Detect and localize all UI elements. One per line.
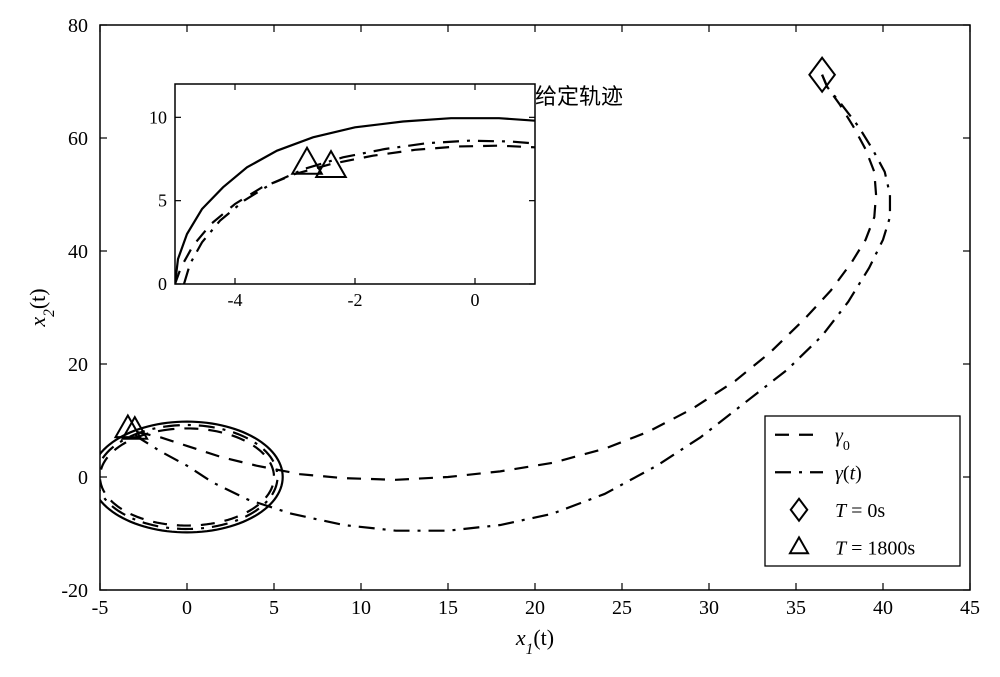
legend-label: T = 0s <box>835 500 885 522</box>
chart-root: -5051015202530354045-20020406080x1(t)x2(… <box>0 0 1000 672</box>
y-axis-label: x2(t) <box>25 288 58 327</box>
x-axis-label: x1(t) <box>515 625 554 658</box>
inset-ytick: 5 <box>158 191 167 211</box>
x-tick-label: 0 <box>182 597 192 619</box>
inset-xtick: 0 <box>471 290 480 310</box>
x-tick-label: 45 <box>960 597 980 619</box>
inset-xtick: -2 <box>348 290 363 310</box>
inset-ytick: 0 <box>158 274 167 294</box>
x-tick-label: 10 <box>351 597 371 619</box>
x-tick-label: 35 <box>786 597 806 619</box>
x-tick-label: 25 <box>612 597 632 619</box>
y-tick-label: 40 <box>68 241 88 263</box>
y-tick-label: 60 <box>68 128 88 150</box>
y-tick-label: 20 <box>68 354 88 376</box>
chart-svg: -5051015202530354045-20020406080x1(t)x2(… <box>0 0 1000 672</box>
x-tick-label: 20 <box>525 597 545 619</box>
y-tick-label: -20 <box>61 580 88 602</box>
inset-ytick: 10 <box>149 107 167 127</box>
x-tick-label: -5 <box>92 597 109 619</box>
x-tick-label: 15 <box>438 597 458 619</box>
y-tick-label: 0 <box>78 467 88 489</box>
x-tick-label: 5 <box>269 597 279 619</box>
legend-label: T = 1800s <box>835 537 915 559</box>
inset-axes <box>175 84 535 284</box>
y-tick-label: 80 <box>68 15 88 37</box>
inset-xtick: -4 <box>228 290 243 310</box>
x-tick-label: 30 <box>699 597 719 619</box>
legend-label: γ(t) <box>835 462 862 484</box>
x-tick-label: 40 <box>873 597 893 619</box>
annotation-label: 给定轨迹 <box>535 84 623 109</box>
